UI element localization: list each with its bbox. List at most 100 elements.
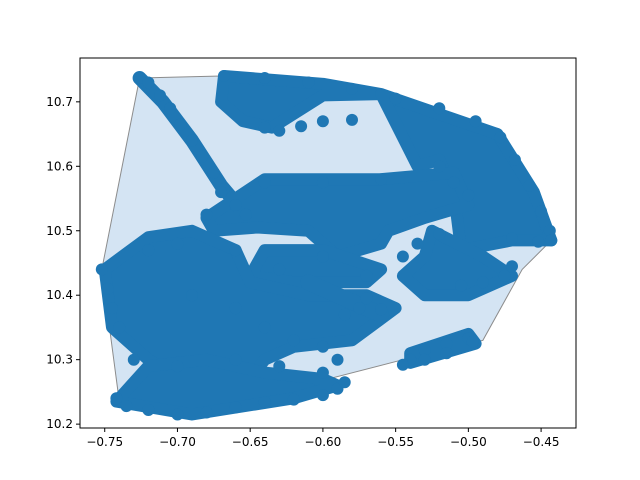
scatter-point-24 [532,235,545,248]
scatter-point-25 [506,232,518,245]
scatter-point-23 [545,234,558,247]
scatter-point-82 [287,334,300,347]
scatter-point-17 [469,115,482,128]
scatter-point-19 [508,153,521,166]
scatter-point-55 [360,292,373,305]
y-tick-label-5: 10.7 [46,95,73,109]
y-tick-label-3: 10.5 [46,224,73,238]
scatter-point-60 [498,269,511,282]
scatter-point-68 [215,186,228,199]
scatter-point-85 [316,366,329,379]
y-axis: 10.2 10.3 10.4 10.5 10.6 10.7 [46,95,80,431]
scatter-point-86 [273,360,286,373]
scatter-point-33 [171,408,184,421]
x-tick-label-6: −0.45 [523,435,560,449]
scatter-point-26 [95,263,108,276]
scatter-point-29 [113,321,126,334]
y-tick-label-0: 10.2 [46,417,73,431]
scatter-point-70 [229,244,242,257]
scatter-point-36 [258,396,271,409]
scatter-point-54 [353,302,366,315]
x-tick-label-4: −0.55 [377,435,414,449]
scatter-point-41 [258,121,271,134]
scatter-point-58 [455,279,468,292]
scatter-point-28 [106,302,118,315]
scatter-point-72 [316,250,329,263]
scatter-point-43 [295,120,308,133]
scatter-point-34 [200,406,213,419]
scatter-point-62 [462,189,475,202]
scatter-point-50 [466,335,479,348]
scatter-point-31 [120,400,133,413]
scatter-point-71 [273,263,286,276]
scatter-point-5 [186,134,198,147]
scatter-point-2 [154,89,166,102]
scatter-point-76 [433,228,446,240]
scatter-point-44 [316,115,329,128]
x-axis: −0.75 −0.70 −0.65 −0.60 −0.55 −0.50 −0.45 [86,428,559,449]
scatter-point-35 [229,401,242,414]
scatter-point-21 [535,205,548,218]
scatter-point-88 [171,360,184,373]
scatter-point-16 [433,102,446,115]
point-cluster-6 [110,353,344,421]
scatter-point-84 [331,353,344,366]
scatter-point-9 [229,199,242,211]
scatter-point-42 [273,124,286,137]
scatter-point-37 [287,393,300,406]
x-tick-label-2: −0.65 [232,435,269,449]
scatter-point-10 [239,208,252,221]
scatter-point-77 [171,237,184,250]
scatter-point-63 [447,176,460,189]
scatter-points-layer [95,70,558,421]
scatter-point-40 [338,376,351,389]
scatter-point-87 [229,353,242,366]
scatter-point-51 [396,358,409,371]
point-cluster-9 [300,274,390,323]
scatter-point-53 [440,347,453,360]
scatter-point-27 [101,282,114,295]
scatter-point-12 [258,72,271,84]
scatter-point-52 [418,353,431,366]
scatter-point-66 [316,176,329,189]
scatter-point-74 [396,250,409,263]
scatter-point-7 [207,166,220,179]
scatter-point-47 [418,344,431,356]
scatter-point-78 [142,244,155,257]
scatter-point-3 [164,102,177,115]
scatter-point-65 [375,173,388,186]
scatter-point-79 [186,289,198,302]
scatter-point-64 [433,160,446,173]
y-tick-label-1: 10.3 [46,353,73,367]
x-tick-label-0: −0.75 [86,435,123,449]
scatter-point-89 [127,353,140,366]
scatter-point-75 [411,237,424,250]
scatter-point-81 [258,321,271,334]
scatter-point-38 [316,389,329,402]
y-tick-label-2: 10.4 [46,288,73,302]
scatter-point-80 [229,302,242,315]
point-cluster-0 [215,70,388,134]
scatter-point-11 [218,70,230,82]
scatter-point-59 [476,276,489,289]
scatter-point-22 [543,224,556,237]
scatter-point-18 [494,131,507,144]
scatter-point-15 [389,92,402,105]
scatter-point-30 [110,392,123,405]
scatter-point-20 [523,179,536,192]
scatter-point-56 [338,308,351,321]
scatter-point-14 [346,82,358,95]
scatter-point-6 [196,150,209,163]
scatter-point-32 [142,404,155,416]
scatter-point-45 [346,113,358,126]
scatter-point-73 [360,269,373,282]
scatter-point-48 [440,337,453,350]
scatter-point-61 [506,260,518,273]
scatter-point-69 [200,208,213,221]
axes-frame [79,57,577,429]
x-tick-label-5: −0.50 [450,435,487,449]
x-tick-label-1: −0.70 [159,435,196,449]
x-tick-label-3: −0.60 [305,435,342,449]
y-tick-label-4: 10.6 [46,159,73,173]
